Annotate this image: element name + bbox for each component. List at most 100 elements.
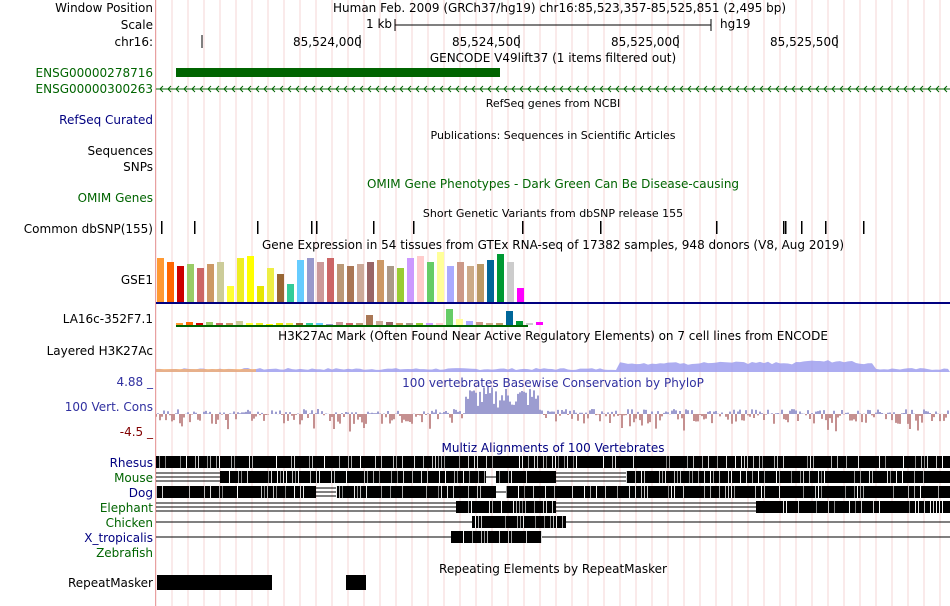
species-label-zebrafish[interactable]: Zebrafish — [96, 546, 153, 560]
maf-mismatch — [783, 501, 784, 513]
strand-arrow — [743, 85, 748, 93]
phylop-track-title[interactable]: 100 vertebrates Basewise Conservation by… — [402, 376, 704, 390]
snps-label[interactable]: SNPs — [123, 160, 153, 174]
sequences-label[interactable]: Sequences — [87, 144, 153, 158]
maf-mismatch — [517, 516, 518, 528]
maf-mismatch — [647, 486, 648, 498]
gtex-bar — [277, 274, 284, 302]
strand-arrow — [519, 85, 524, 93]
gtex-bar-small — [306, 323, 313, 325]
gtex-gene-label[interactable]: GSE1 — [120, 273, 153, 287]
species-label-chicken[interactable]: Chicken — [105, 516, 153, 530]
gencode-track-title[interactable]: GENCODE V49lift37 (1 items filtered out) — [429, 51, 677, 65]
maf-block — [220, 471, 486, 483]
strand-arrow — [423, 85, 428, 93]
maf-mismatch — [687, 456, 688, 468]
maf-mismatch — [710, 471, 711, 483]
dbsnp-track-label[interactable]: Common dbSNP(155) — [23, 222, 153, 236]
phylop-track-label[interactable]: 100 Vert. Cons — [64, 400, 153, 414]
strand-arrow — [215, 85, 220, 93]
gtex-track-title[interactable]: Gene Expression in 54 tissues from GTEx … — [261, 238, 845, 252]
maf-mismatch — [379, 471, 380, 483]
maf-mismatch — [499, 531, 500, 543]
omim-track-label[interactable]: OMIM Genes — [77, 191, 153, 205]
maf-mismatch — [534, 501, 535, 513]
h3k27ac-layer — [156, 369, 256, 372]
gencode-item-label[interactable]: ENSG00000278716 — [35, 66, 153, 80]
gtex-bar-small — [456, 319, 463, 325]
maf-mismatch — [615, 456, 616, 468]
strand-arrow — [639, 85, 644, 93]
gtex-bar — [177, 266, 184, 302]
strand-arrow — [375, 85, 380, 93]
gtex-bar-small — [176, 323, 183, 325]
strand-arrow — [271, 85, 276, 93]
maf-mismatch — [273, 486, 274, 498]
maf-mismatch — [761, 486, 762, 498]
scale-value: 1 kb — [366, 17, 393, 31]
maf-mismatch — [725, 486, 726, 498]
h3k27ac-track-title[interactable]: H3K27Ac Mark (Often Found Near Active Re… — [278, 329, 828, 343]
maf-mismatch — [441, 456, 442, 468]
snp-mark — [863, 221, 865, 234]
maf-mismatch — [238, 471, 239, 483]
phylop-max-label: 4.88 _ — [116, 375, 153, 389]
maf-mismatch — [469, 471, 470, 483]
maf-mismatch — [938, 486, 939, 498]
maf-mismatch — [189, 486, 190, 498]
species-label-mouse[interactable]: Mouse — [114, 471, 153, 485]
rmsk-track-label[interactable]: RepeatMasker — [67, 576, 153, 590]
gtex-bar — [217, 262, 224, 302]
refseq-track-title[interactable]: RefSeq genes from NCBI — [485, 97, 621, 110]
maf-mismatch — [550, 516, 551, 528]
omim-track-title[interactable]: OMIM Gene Phenotypes - Dark Green Can Be… — [366, 177, 740, 191]
rmsk-track-title[interactable]: Repeating Elements by RepeatMasker — [439, 562, 667, 576]
maf-mismatch — [590, 486, 591, 498]
maf-mismatch — [454, 471, 455, 483]
gencode-item-label[interactable]: ENSG00000300263 — [35, 82, 153, 96]
gtex-bar-small — [426, 323, 433, 325]
strand-arrow — [535, 85, 540, 93]
maf-mismatch — [438, 486, 439, 498]
gtex-bar-small — [486, 323, 493, 325]
strand-arrow — [327, 85, 332, 93]
gtex-bar-small — [376, 321, 383, 325]
species-label-x-tropicalis[interactable]: X_tropicalis — [84, 531, 153, 545]
strand-arrow — [775, 85, 780, 93]
maf-mismatch — [508, 471, 509, 483]
maf-mismatch — [312, 456, 313, 468]
maf-mismatch — [858, 456, 859, 468]
maf-mismatch — [481, 516, 482, 528]
gtex-gene-label[interactable]: LA16c-352F7.1 — [62, 312, 153, 326]
maf-mismatch — [855, 501, 856, 513]
maf-mismatch — [522, 456, 523, 468]
multiz-track-title[interactable]: Multiz Alignments of 100 Vertebrates — [441, 441, 665, 455]
maf-mismatch — [457, 471, 458, 483]
maf-mismatch — [165, 456, 166, 468]
maf-mismatch — [294, 456, 295, 468]
maf-mismatch — [693, 456, 694, 468]
species-label-elephant[interactable]: Elephant — [99, 501, 153, 515]
refseq-track-label[interactable]: RefSeq Curated — [59, 113, 153, 127]
maf-mismatch — [692, 471, 693, 483]
gtex-bar — [437, 252, 444, 302]
maf-mismatch — [710, 486, 711, 498]
track-graphics[interactable] — [156, 0, 950, 606]
dbsnp-track-title[interactable]: Short Genetic Variants from dbSNP releas… — [422, 207, 684, 220]
strand-arrow — [399, 85, 404, 93]
maf-mismatch — [520, 516, 521, 528]
species-label-rhesus[interactable]: Rhesus — [109, 456, 153, 470]
maf-mismatch — [887, 471, 888, 483]
maf-mismatch — [810, 456, 811, 468]
maf-mismatch — [869, 471, 870, 483]
strand-arrow — [575, 85, 580, 93]
h3k27ac-track-label[interactable]: Layered H3K27Ac — [46, 344, 153, 358]
gtex-bar-small — [296, 323, 303, 325]
gtex-bar — [307, 258, 314, 302]
maf-mismatch — [734, 486, 735, 498]
pubs-track-title[interactable]: Publications: Sequences in Scientific Ar… — [430, 129, 676, 142]
maf-mismatch — [818, 471, 819, 483]
maf-mismatch — [508, 531, 509, 543]
species-label-dog[interactable]: Dog — [128, 486, 153, 500]
maf-mismatch — [486, 456, 487, 468]
